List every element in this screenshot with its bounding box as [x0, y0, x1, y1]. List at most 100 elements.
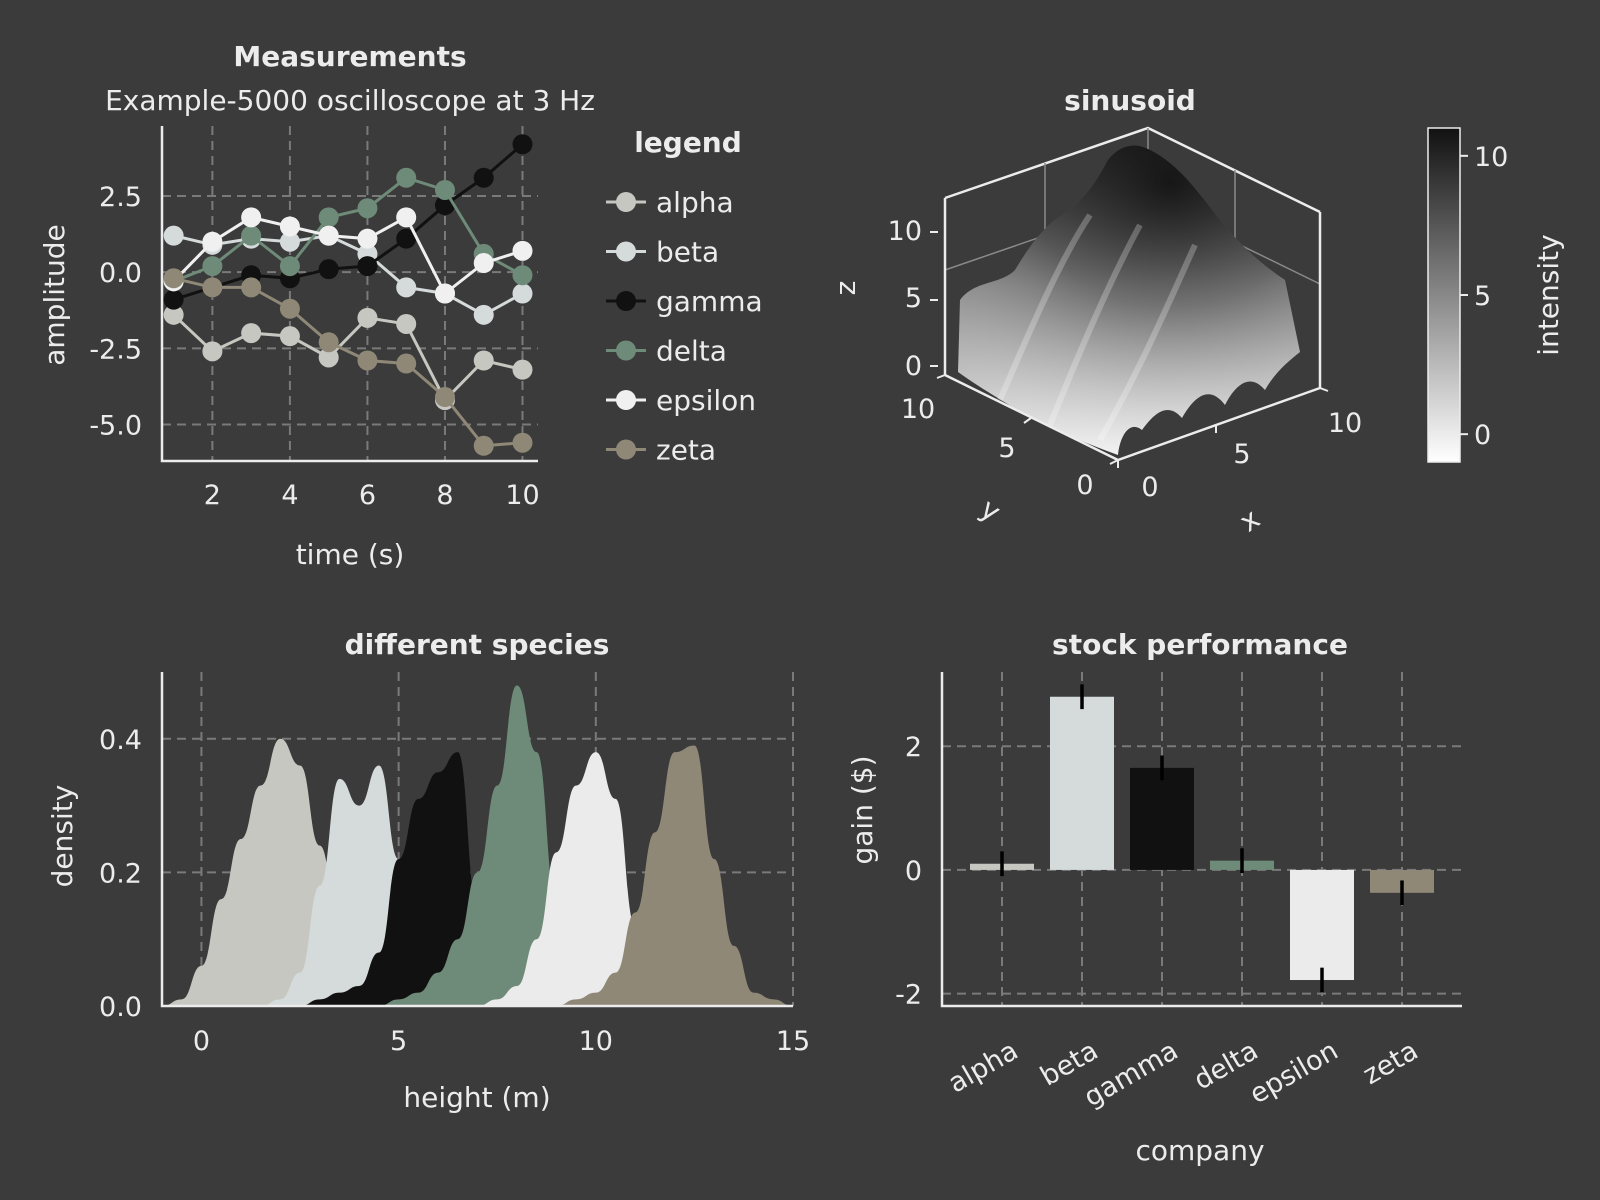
legend-label: beta [656, 236, 719, 269]
line-series-delta [163, 167, 533, 292]
legend-label: epsilon [656, 384, 756, 417]
series-line [173, 143, 524, 302]
y-tick-label: 2 [905, 732, 922, 763]
x-tick-label: alpha [943, 1035, 1023, 1099]
data-point [202, 231, 223, 252]
y-axis-label: amplitude [38, 224, 71, 366]
density-series-group [162, 685, 793, 1006]
z-axis-label: z [829, 281, 862, 296]
series-line [173, 176, 524, 283]
legend-label: delta [656, 335, 727, 368]
data-point [396, 353, 417, 374]
data-point [396, 277, 417, 298]
legend-marker [616, 192, 636, 212]
legend-title: legend [634, 126, 742, 159]
data-point [473, 167, 494, 188]
z-tick-label: 5 [905, 283, 922, 314]
y-tick-label: 0.2 [99, 858, 142, 889]
series-line [172, 313, 523, 403]
bar-series-group [970, 684, 1434, 993]
x-tick-label: 10 [1328, 408, 1362, 439]
colorbar-ticks: 0 5 10 [1460, 142, 1508, 451]
data-point [318, 259, 339, 280]
x-tick-label: 6 [359, 480, 376, 511]
y-tick-label: 0.0 [99, 258, 142, 289]
legend-label: gamma [656, 285, 763, 318]
series-line [172, 215, 523, 296]
axis-lines [160, 672, 793, 1008]
legend-marker [616, 439, 636, 460]
density-area-beta [162, 765, 793, 1006]
chart-subtitle: Example-5000 oscilloscope at 3 Hz [105, 84, 595, 117]
data-point [241, 225, 262, 246]
chart-title: different species [345, 628, 610, 661]
data-point [512, 134, 533, 155]
x-tick-label: 10 [579, 1026, 613, 1057]
data-point [279, 216, 300, 237]
y-tick-label: 2.5 [99, 182, 142, 213]
x-tick-label: 0 [193, 1026, 210, 1057]
axes [160, 126, 538, 463]
y-tick-label: -5.0 [89, 410, 142, 441]
x-tick-label: 10 [505, 480, 539, 511]
y-axis-label: y [974, 492, 1007, 529]
data-point [318, 225, 339, 246]
data-point [434, 283, 455, 304]
data-point [357, 198, 378, 219]
y-tick-label: 0 [1076, 470, 1093, 501]
line-series-gamma [163, 134, 533, 310]
data-point [473, 435, 494, 456]
axes [160, 672, 793, 1008]
legend-item-beta: beta [606, 236, 719, 269]
x-axis-label: height (m) [403, 1081, 550, 1114]
colorbar-tick-label: 5 [1474, 281, 1491, 312]
y-tick-label: -2 [895, 980, 922, 1011]
data-point [512, 265, 533, 286]
data-point [202, 341, 223, 362]
surface-axis-ticks [930, 231, 1329, 468]
surface-ridges [997, 213, 1198, 442]
legend-item-gamma: gamma [606, 285, 763, 318]
y-tick-label: 5 [998, 433, 1015, 464]
legend-item-zeta: zeta [606, 434, 716, 467]
panel-measurements: Measurements Example-5000 oscilloscope a… [38, 40, 763, 571]
y-tick-label: 0 [905, 856, 922, 887]
line-series-zeta [163, 268, 533, 456]
y-tick-label: 0.0 [99, 992, 142, 1023]
colorbar-tick-label: 10 [1474, 142, 1508, 173]
x-tick-label: 15 [776, 1026, 810, 1057]
colorbar: 0 5 10 intensity [1427, 127, 1565, 463]
legend-label: zeta [656, 434, 716, 467]
y-axis-label: gain ($) [846, 755, 879, 864]
x-tick-label: 5 [390, 1026, 407, 1057]
data-point [279, 326, 300, 347]
x-tick-label: 5 [1233, 439, 1250, 470]
bar-beta [1050, 696, 1114, 870]
chart-title: sinusoid [1064, 84, 1196, 117]
panel-sinusoid: sinusoid [829, 84, 1565, 538]
data-point [473, 304, 494, 325]
x-tick-label: 8 [436, 480, 453, 511]
data-point [163, 268, 184, 289]
data-point [512, 240, 533, 261]
surface-shading [958, 145, 1300, 455]
z-tick-label: 0 [905, 351, 922, 382]
x-tick-label: zeta [1358, 1035, 1424, 1091]
colorbar-gradient [1427, 127, 1461, 463]
data-point [318, 347, 339, 368]
y-axis-label: density [46, 785, 79, 888]
x-tick-label: 2 [204, 480, 221, 511]
x-tick-label: 0 [1141, 472, 1158, 503]
data-point [396, 207, 417, 228]
data-point [357, 350, 378, 371]
x-axis-label: company [1135, 1134, 1264, 1167]
gridlines [942, 672, 1462, 1006]
density-area-delta [162, 685, 793, 1006]
tick-labels: 2 4 6 8 10 2.5 0.0 -2.5 -5.0 [89, 182, 539, 511]
colorbar-tick-label: 0 [1474, 420, 1491, 451]
legend-marker [616, 241, 636, 262]
data-point [434, 179, 455, 200]
x-axis-label: x [1233, 502, 1266, 539]
